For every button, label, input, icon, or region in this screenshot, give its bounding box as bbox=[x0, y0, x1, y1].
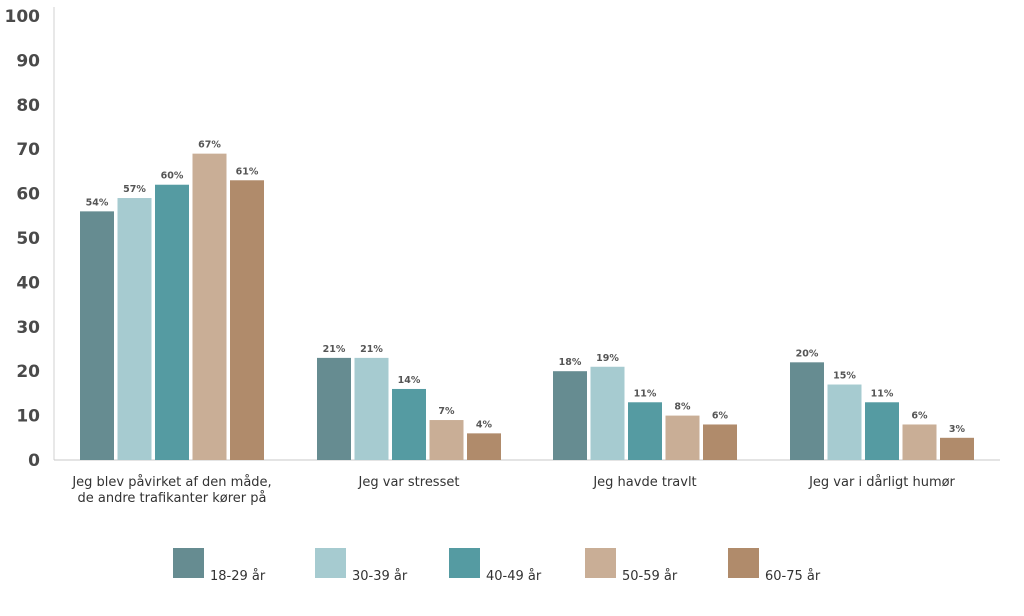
y-tick-label: 90 bbox=[16, 51, 40, 71]
data-label: 14% bbox=[398, 375, 421, 386]
bar bbox=[703, 424, 737, 460]
y-tick-label: 70 bbox=[16, 140, 40, 160]
y-tick-label: 80 bbox=[16, 96, 40, 116]
bar bbox=[467, 433, 501, 460]
legend-label: 30-39 år bbox=[352, 569, 408, 584]
bar bbox=[827, 384, 862, 460]
data-label: 3% bbox=[949, 424, 966, 435]
legend: 18-29 år 30-39 år 40-49 år 50-59 år 60-75 år bbox=[173, 548, 821, 584]
legend-swatch bbox=[173, 548, 204, 578]
data-label: 67% bbox=[198, 140, 221, 151]
data-label: 21% bbox=[323, 344, 346, 355]
data-label: 61% bbox=[236, 166, 259, 177]
data-label: 6% bbox=[911, 410, 928, 421]
bar bbox=[392, 388, 426, 460]
bar bbox=[553, 371, 587, 460]
category-labels: Jeg blev påvirket af den måde,de andre t… bbox=[71, 475, 955, 506]
data-label: 20% bbox=[796, 348, 819, 359]
legend-label: 50-59 år bbox=[622, 569, 678, 584]
bar bbox=[429, 420, 464, 460]
category-label: Jeg var i dårligt humør bbox=[808, 475, 955, 490]
bar bbox=[117, 198, 152, 461]
category-label: Jeg var stresset bbox=[358, 475, 460, 490]
legend-swatch bbox=[585, 548, 616, 578]
data-label: 11% bbox=[871, 388, 894, 399]
data-label: 15% bbox=[833, 371, 856, 382]
y-tick-label: 40 bbox=[16, 273, 40, 293]
y-tick-label: 30 bbox=[16, 318, 40, 338]
data-label: 21% bbox=[360, 344, 383, 355]
legend-swatch bbox=[315, 548, 346, 578]
category-label: Jeg blev påvirket af den måde, bbox=[71, 475, 271, 490]
bar bbox=[790, 362, 824, 460]
bar bbox=[590, 366, 625, 460]
legend-swatch bbox=[728, 548, 759, 578]
data-label: 19% bbox=[596, 353, 619, 364]
data-label: 7% bbox=[438, 406, 455, 417]
bar bbox=[230, 180, 264, 460]
data-label: 11% bbox=[634, 388, 657, 399]
legend-label: 40-49 år bbox=[486, 569, 542, 584]
bar bbox=[354, 357, 389, 460]
data-label: 18% bbox=[559, 357, 582, 368]
bar bbox=[80, 211, 114, 460]
y-tick-label: 100 bbox=[5, 7, 41, 27]
bar bbox=[665, 415, 700, 460]
y-axis-ticks: 0 10 20 30 40 50 60 70 80 90 100 bbox=[5, 7, 41, 471]
y-tick-label: 20 bbox=[16, 362, 40, 382]
legend-label: 18-29 år bbox=[210, 569, 266, 584]
data-label: 4% bbox=[476, 419, 493, 430]
y-tick-label: 60 bbox=[16, 185, 40, 205]
bar bbox=[902, 424, 937, 460]
y-tick-label: 50 bbox=[16, 229, 40, 249]
data-label: 57% bbox=[123, 184, 146, 195]
y-tick-label: 0 bbox=[28, 451, 40, 471]
data-label: 54% bbox=[86, 197, 109, 208]
y-tick-label: 10 bbox=[16, 407, 40, 427]
legend-label: 60-75 år bbox=[765, 569, 821, 584]
bar bbox=[865, 402, 899, 460]
category-label: de andre trafikanter kører på bbox=[78, 491, 267, 506]
bar bbox=[317, 357, 351, 460]
bar bbox=[940, 437, 974, 460]
category-label: Jeg havde travlt bbox=[592, 475, 696, 490]
data-label: 6% bbox=[712, 410, 729, 421]
data-label: 8% bbox=[674, 402, 691, 413]
bar bbox=[155, 184, 189, 460]
data-label: 60% bbox=[161, 171, 184, 182]
bar bbox=[192, 153, 227, 460]
bar bbox=[628, 402, 662, 460]
legend-swatch bbox=[449, 548, 480, 578]
bars bbox=[80, 153, 974, 461]
data-labels: 54% 57% 60% 67% 61% 21% 21% 14% 7% 4% 18% 19% 11% 8% 6… bbox=[86, 140, 966, 435]
